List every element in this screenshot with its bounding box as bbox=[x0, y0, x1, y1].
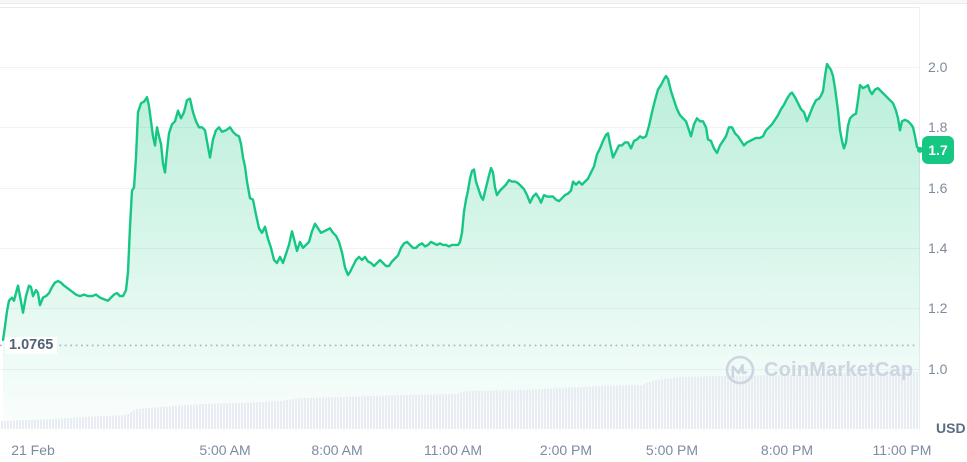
current-price-badge: 1.7 bbox=[922, 135, 954, 164]
x-axis-label: 11:00 AM bbox=[423, 442, 483, 458]
price-line bbox=[1, 62, 922, 342]
currency-unit-label: USD bbox=[936, 420, 966, 436]
volume-bars bbox=[1, 372, 918, 430]
x-axis-label: 2:00 PM bbox=[539, 442, 593, 458]
y-axis-label: 1.6 bbox=[928, 179, 948, 196]
x-axis-label: 21 Feb bbox=[11, 442, 55, 458]
watermark: CoinMarketCap bbox=[725, 355, 913, 385]
coinmarketcap-logo-icon bbox=[725, 355, 755, 385]
card-top-border bbox=[0, 0, 967, 4]
x-axis-label: 5:00 PM bbox=[645, 442, 699, 458]
price-area bbox=[3, 64, 920, 429]
y-axis-label: 2.0 bbox=[928, 59, 948, 75]
x-axis-label: 5:00 AM bbox=[199, 442, 251, 458]
y-axis-label: 1.2 bbox=[928, 300, 948, 317]
x-axis-label: 11:00 PM bbox=[872, 442, 932, 458]
last-price-dot bbox=[917, 146, 923, 153]
day-low-annotation-label: 1.0765 bbox=[5, 337, 58, 355]
x-axis-label: 8:00 PM bbox=[760, 442, 814, 458]
y-axis-label: 1.8 bbox=[928, 119, 948, 136]
x-axis-label: 8:00 AM bbox=[311, 442, 363, 458]
y-axis-label: 1.4 bbox=[928, 239, 948, 256]
watermark-text: CoinMarketCap bbox=[764, 358, 914, 381]
y-axis-label: 1.0 bbox=[928, 360, 948, 377]
